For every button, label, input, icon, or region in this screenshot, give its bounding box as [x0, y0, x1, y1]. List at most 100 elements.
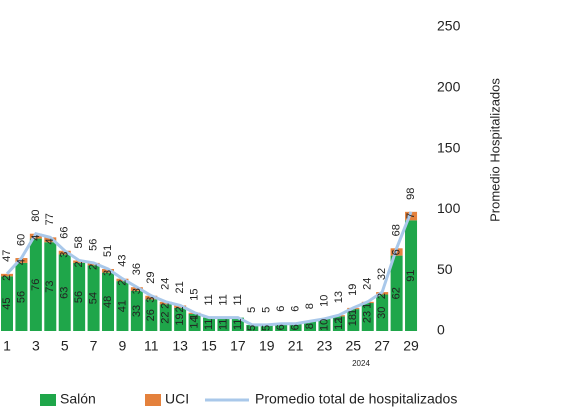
total-label: 5	[261, 307, 273, 313]
total-label: 29	[145, 271, 157, 283]
bar-segment	[405, 211, 418, 221]
segment-label: 3	[59, 252, 71, 258]
bar-segment	[87, 265, 100, 331]
bar-segment	[217, 317, 230, 331]
total-label: 47	[1, 250, 13, 262]
total-label: 36	[131, 263, 143, 275]
segment-label: 2	[376, 293, 388, 299]
bar-segment	[159, 304, 172, 331]
bar-segment	[58, 250, 71, 255]
legend-swatch	[40, 394, 56, 406]
bar-segment	[15, 262, 28, 331]
total-label: 19	[347, 284, 359, 296]
legend-label: Salón	[60, 391, 96, 407]
segment-label: 54	[87, 292, 99, 304]
x-tick-label: 3	[32, 338, 40, 354]
total-label: 32	[376, 268, 388, 280]
legend-label: UCI	[165, 391, 189, 407]
bar-segment	[130, 290, 143, 331]
segment-label: 41	[116, 300, 128, 312]
segment-label: 3	[102, 270, 114, 276]
bar-segment	[332, 316, 345, 331]
segment-label: 11	[232, 319, 244, 330]
bar-segment	[231, 317, 244, 331]
bar-segment	[29, 238, 42, 331]
bar-segment	[145, 295, 158, 300]
bar-segment	[102, 272, 115, 331]
total-label: 68	[391, 224, 403, 236]
bar-segment	[361, 303, 374, 331]
segment-label: 22	[160, 311, 172, 323]
bar-segment	[174, 307, 187, 331]
total-label: 51	[102, 245, 114, 257]
total-label: 24	[362, 278, 374, 290]
segment-label: 18	[347, 314, 359, 326]
bar-segment	[275, 323, 288, 331]
segment-label: 8	[304, 323, 316, 329]
total-label: 11	[203, 294, 215, 305]
segment-label: 2	[87, 264, 99, 270]
total-label: 77	[44, 213, 56, 225]
bar-segment	[1, 276, 13, 331]
segment-label: 1	[188, 314, 200, 320]
bar-segment	[116, 281, 129, 331]
segment-label: 4	[30, 235, 42, 241]
total-label: 10	[318, 295, 330, 307]
bar-segment	[260, 324, 273, 331]
y-axis-label: Promedio Hospitalizados	[487, 78, 502, 222]
segment-label: 1	[362, 303, 374, 309]
total-label: 98	[405, 188, 417, 200]
segment-label: 23	[362, 311, 374, 323]
segment-label: 5	[261, 325, 273, 331]
x-tick-label: 15	[201, 338, 217, 354]
x-tick-label: 25	[346, 338, 362, 354]
x-tick-label: 29	[403, 338, 419, 354]
bar-segment	[44, 242, 57, 331]
y-tick-label: 200	[437, 79, 461, 95]
segment-label: 6	[391, 249, 403, 255]
y-tick-label: 100	[437, 200, 461, 216]
segment-label: 4	[15, 259, 27, 265]
bar-segment	[304, 321, 317, 331]
segment-label: 63	[59, 287, 71, 299]
segment-label: 2	[160, 303, 172, 309]
segment-label: 7	[405, 213, 417, 219]
total-label: 58	[73, 236, 85, 248]
segment-label: 19	[174, 313, 186, 325]
y-tick-label: 0	[437, 322, 445, 338]
total-label: 11	[232, 294, 244, 305]
total-label: 60	[15, 234, 27, 246]
segment-label: 11	[203, 319, 215, 330]
segment-label: 3	[145, 297, 157, 303]
bar-segment	[15, 258, 28, 263]
bar-segment	[405, 220, 418, 331]
bar-segment	[289, 323, 302, 331]
segment-label: 6	[275, 324, 287, 330]
legend-swatch	[145, 394, 161, 406]
bar-segment	[390, 255, 403, 331]
x-tick-label: 27	[374, 338, 390, 354]
total-label: 80	[30, 209, 42, 221]
total-label: 21	[174, 281, 186, 293]
segment-label: 4	[44, 238, 56, 244]
total-label: 6	[275, 306, 287, 312]
total-label: 11	[217, 294, 229, 305]
total-label: 13	[333, 291, 345, 303]
bar-segment	[376, 294, 389, 331]
segment-label: 5	[246, 325, 258, 331]
x-tick-label: 21	[288, 338, 304, 354]
x-annotation: 2024	[352, 359, 370, 368]
bar-segment	[246, 324, 259, 331]
bar-segment	[203, 317, 216, 331]
segment-label: 48	[102, 296, 114, 308]
y-tick-label: 50	[437, 261, 453, 277]
total-label: 8	[304, 303, 316, 309]
x-tick-label: 13	[172, 338, 188, 354]
segment-label: 2	[1, 275, 13, 281]
segment-label: 11	[217, 319, 229, 330]
y-tick-label: 150	[437, 139, 461, 155]
segment-label: 56	[73, 291, 85, 303]
legend-label: Promedio total de hospitalizados	[255, 391, 457, 407]
bar-segment	[73, 262, 86, 331]
